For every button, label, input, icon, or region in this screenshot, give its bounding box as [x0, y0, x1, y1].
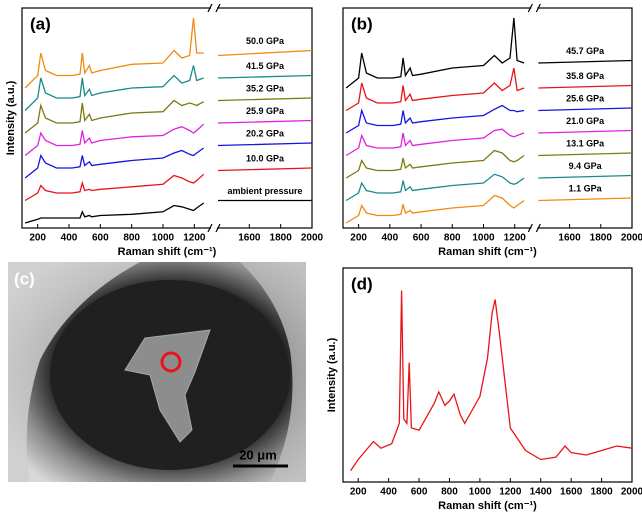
series-label: 13.1 GPa: [566, 138, 605, 148]
x-tick-label: 800: [123, 233, 140, 244]
axis-break-mask: [531, 6, 538, 10]
spectrum-line: [24, 17, 313, 89]
panel-label: (a): [30, 14, 51, 33]
axis-break: [207, 3, 221, 13]
spectrum-line: [350, 290, 633, 472]
axis-break-mask: [211, 6, 217, 10]
chart-panel: 200 400 600 800 1000 1200 1600 1800 2000 ambient …: [5, 3, 324, 258]
plot-frame: [21, 7, 313, 229]
x-axis-title: Raman shift (cm⁻¹): [438, 500, 537, 512]
series-label: 35.2 GPa: [246, 83, 285, 93]
x-tick-label: 400: [61, 233, 78, 244]
x-tick-label: 200: [350, 233, 367, 244]
axis-break-mask: [531, 226, 538, 230]
x-tick-label: 600: [411, 487, 428, 498]
x-tick-label: 1600: [558, 233, 581, 244]
laser-spot: [160, 351, 182, 373]
x-tick-label: 1000: [472, 233, 495, 244]
photo-panel: 20 μm (c): [8, 262, 306, 482]
x-tick-label: 2000: [621, 233, 642, 244]
plot-frame: [342, 7, 633, 229]
plot-frame: [342, 267, 633, 483]
sample: [124, 329, 211, 443]
y-axis-title: Intensity (a.u.): [326, 337, 338, 412]
series-label: 35.8 GPa: [566, 71, 605, 81]
series-label: 21.0 GPa: [566, 116, 605, 126]
axis-break: [527, 223, 541, 233]
spectrum-line: [345, 67, 633, 112]
x-tick-label: 400: [381, 233, 398, 244]
x-tick-label: 600: [92, 233, 109, 244]
y-axis-title: Intensity (a.u.): [5, 80, 17, 155]
series-label: ambient pressure: [227, 186, 302, 196]
x-tick-label: 800: [444, 233, 461, 244]
x-tick-label: 200: [29, 233, 46, 244]
axis-break: [207, 223, 221, 233]
x-tick-label: 1800: [590, 487, 613, 498]
series-label: 50.0 GPa: [246, 36, 285, 46]
chart-panel: 200 400 600 800 1000 1200 1400 1600 1800 2000 (d) R…: [326, 267, 642, 512]
panel-label: (d): [351, 274, 373, 293]
x-tick-label: 1200: [183, 233, 206, 244]
series-label: 1.1 GPa: [569, 183, 603, 193]
x-tick-label: 1600: [560, 487, 583, 498]
chart-panel: 200 400 600 800 1000 1200 1600 1800 2000 1.1 GPa 9…: [342, 3, 642, 258]
spectrum-line: [345, 194, 633, 224]
spectrum-line: [24, 97, 313, 134]
spectrum-line: [24, 119, 313, 157]
series-label: 41.5 GPa: [246, 61, 285, 71]
spectrum-line: [24, 199, 312, 224]
series-label: 20.2 GPa: [246, 128, 285, 138]
x-tick-label: 1000: [152, 233, 175, 244]
panel-label: (c): [14, 269, 35, 288]
x-axis-title: Raman shift (cm⁻¹): [438, 246, 537, 258]
gasket-edge: [240, 262, 306, 482]
series-label: 9.4 GPa: [569, 161, 603, 171]
x-tick-label: 2000: [301, 233, 324, 244]
x-tick-label: 1800: [270, 233, 293, 244]
spectrum-line: [345, 149, 633, 179]
gasket-edge: [8, 262, 140, 482]
x-axis-title: Raman shift (cm⁻¹): [118, 246, 217, 258]
x-tick-label: 2000: [621, 487, 642, 498]
axis-break: [527, 3, 541, 13]
x-tick-label: 1200: [504, 233, 527, 244]
spectrum-line: [345, 128, 633, 157]
spectrum-line: [345, 17, 633, 89]
panel-label: (b): [351, 14, 373, 33]
x-tick-label: 200: [350, 487, 367, 498]
series-label: 25.6 GPa: [566, 93, 605, 103]
x-tick-label: 1400: [530, 487, 553, 498]
spectrum-line: [345, 104, 633, 134]
series-label: 25.9 GPa: [246, 106, 285, 116]
x-tick-label: 1800: [590, 233, 613, 244]
x-tick-label: 400: [380, 487, 397, 498]
series-label: 10.0 GPa: [246, 153, 285, 163]
series-label: 45.7 GPa: [566, 46, 605, 56]
spectrum-line: [345, 173, 633, 202]
x-tick-label: 1000: [469, 487, 492, 498]
x-tick-label: 600: [413, 233, 430, 244]
spectrum-line: [24, 142, 313, 179]
x-tick-label: 800: [441, 487, 458, 498]
axis-break-mask: [211, 226, 217, 230]
x-tick-label: 1200: [499, 487, 522, 498]
x-tick-label: 1600: [238, 233, 261, 244]
spectrum-line: [24, 65, 313, 111]
scale-bar-label: 20 μm: [239, 447, 277, 462]
spectrum-line: [24, 167, 313, 202]
